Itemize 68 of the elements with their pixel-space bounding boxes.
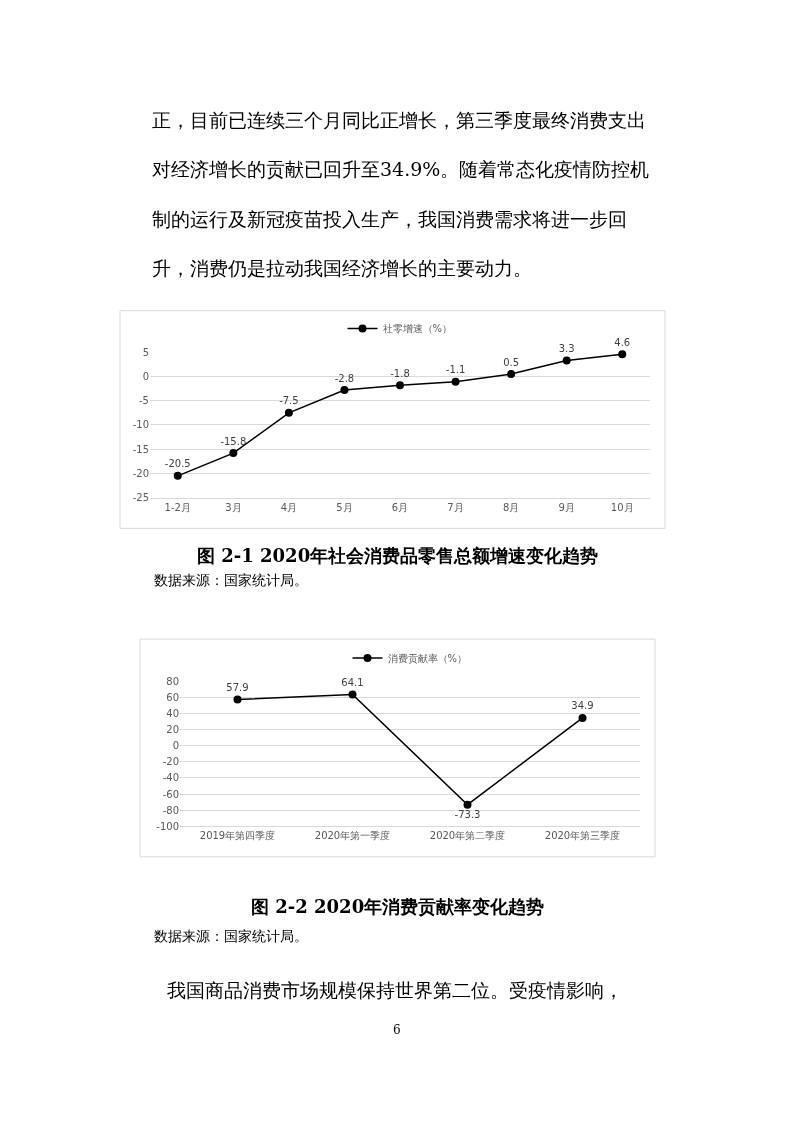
point	[562, 356, 571, 365]
text: 正，目前已连续三个月同比正增长，第三季度最终消费支出	[152, 109, 646, 131]
data-label: 64.1	[341, 676, 364, 688]
point	[229, 449, 238, 458]
x-tick-label: 5月	[336, 501, 353, 513]
y-tick-label: 60	[166, 692, 179, 704]
point	[463, 800, 472, 809]
y-tick-label: 0	[172, 740, 179, 752]
point	[507, 370, 516, 379]
text: 制的运行及新冠疫苗投入生产，我国消费需求将进一步回	[152, 208, 627, 230]
x-tick-label: 9月	[558, 501, 575, 513]
point	[618, 350, 627, 359]
x-tick-label: 1-2月	[164, 501, 191, 513]
y-tick-label: -80	[162, 804, 179, 816]
y-tick-label: 40	[166, 708, 179, 720]
source-note: 数据来源：国家统计局。	[154, 928, 308, 944]
source-note: 数据来源：国家统计局。	[154, 572, 308, 588]
text: 我国商品消费市场规模保持世界第二位。受疫情影响，	[167, 979, 623, 1001]
point	[578, 713, 587, 722]
point	[340, 386, 349, 395]
point	[396, 381, 404, 390]
point	[451, 377, 460, 386]
data-label: -1.1	[445, 364, 466, 376]
y-tick-label: -20	[132, 467, 149, 479]
y-tick-label: -40	[162, 772, 179, 784]
legend-label: 社零增速（%）	[382, 323, 453, 335]
x-tick-label: 6月	[391, 501, 409, 513]
x-tick-label: 2020年第三季度	[544, 830, 621, 842]
y-tick-label: -100	[156, 820, 179, 832]
text: 升，消费仍是拉动我国经济增长的主要动力。	[152, 257, 532, 279]
point	[233, 695, 242, 704]
y-tick-label: -15	[132, 443, 149, 455]
y-tick-label: 80	[166, 676, 179, 688]
x-tick-label: 2020年第一季度	[314, 830, 391, 842]
y-tick-label: -5	[139, 395, 149, 407]
x-tick-label: 3月	[225, 501, 242, 513]
y-tick-label: 5	[142, 346, 149, 358]
data-label: 34.9	[571, 700, 594, 712]
y-tick-label: -10	[132, 419, 149, 431]
data-label: -2.8	[334, 372, 355, 384]
data-label: 57.9	[226, 681, 249, 693]
y-tick-label: -20	[162, 756, 179, 768]
x-tick-label: 2019年第四季度	[199, 830, 276, 842]
data-label: -7.5	[279, 395, 299, 407]
point	[173, 471, 182, 480]
data-label: 4.6	[614, 336, 631, 348]
y-tick-label: -25	[132, 492, 149, 504]
y-tick-label: 0	[142, 371, 149, 382]
text: 图 2-2 2020年消费贡献率变化趋势	[251, 896, 545, 917]
x-tick-label: 8月	[502, 501, 520, 513]
x-tick-label: 7月	[447, 501, 464, 513]
y-tick-label: -60	[162, 788, 179, 800]
x-tick-label: 2020年第二季度	[429, 830, 506, 842]
text: 6	[393, 1023, 401, 1037]
data-label: -20.5	[164, 458, 191, 470]
point	[284, 408, 293, 417]
y-tick-label: 20	[166, 724, 179, 736]
data-label: 3.3	[558, 343, 575, 354]
x-tick-label: 4月	[280, 501, 298, 513]
data-label: 0.5	[503, 356, 520, 368]
data-label: -1.8	[390, 367, 410, 379]
point	[348, 690, 357, 699]
text: 图 2-1 2020年社会消费品零售总额增速变化趋势	[197, 545, 599, 566]
x-tick-label: 10月	[610, 501, 634, 513]
data-label: -73.3	[454, 809, 481, 821]
legend-label: 消费贡献率（%）	[387, 652, 468, 664]
text: 对经济增长的贡献已回升至34.9%。随着常态化疫情防控机	[152, 158, 650, 180]
data-label: -15.8	[220, 435, 247, 447]
